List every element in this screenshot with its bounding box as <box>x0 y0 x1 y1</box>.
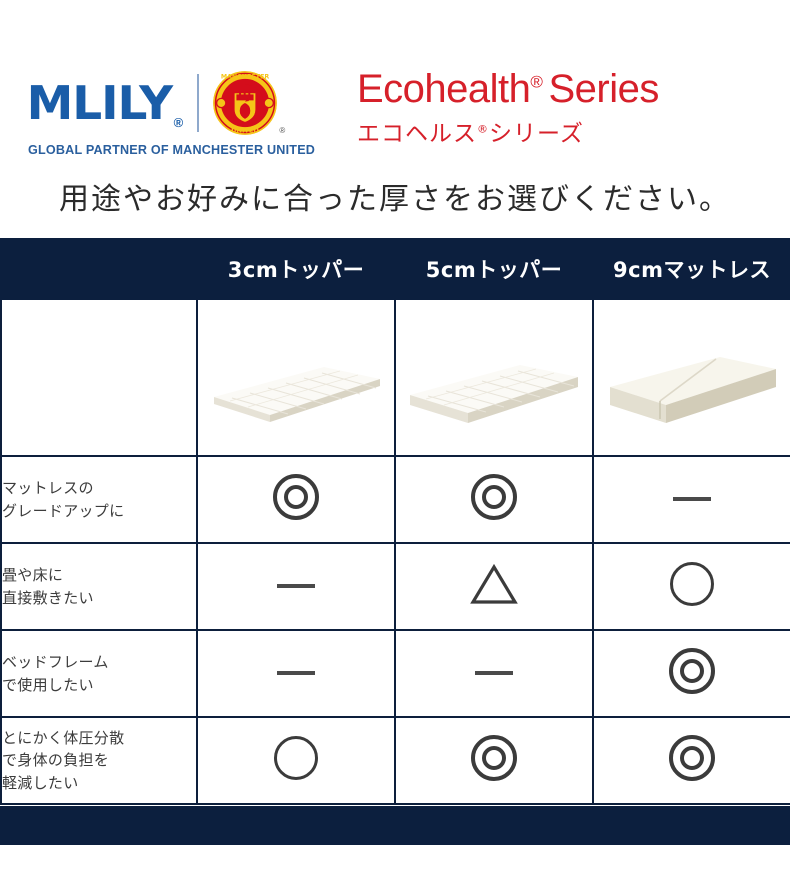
table-row: とにかく体圧分散 で身体の負担を 軽減したい <box>0 716 790 805</box>
column-header-9cm: 9cmマットレス <box>592 238 790 300</box>
double-circle-icon <box>471 474 517 520</box>
row-label-line: ベッドフレーム <box>2 653 109 671</box>
table-header-row: 3cmトッパー 5cmトッパー 9cmマットレス <box>0 238 790 300</box>
row-label-grade-up: マットレスの グレードアップに <box>0 455 198 544</box>
series-word-en: Series <box>548 67 659 111</box>
column-header-3cm: 3cmトッパー <box>196 238 396 300</box>
mlily-logo-block: MLILY ® <box>26 70 306 136</box>
product-image-cell-9cm <box>592 298 790 457</box>
table-row: ベッドフレーム で使用したい <box>0 629 790 718</box>
dash-icon <box>475 671 513 676</box>
double-circle-icon <box>669 735 715 781</box>
mark-cell-r2c1 <box>196 542 396 631</box>
mark-cell-r3c1 <box>196 629 396 718</box>
double-circle-icon <box>273 474 319 520</box>
row-label-line: で使用したい <box>2 675 94 694</box>
row-label-pressure-dispersion: とにかく体圧分散 で身体の負担を 軽減したい <box>0 716 198 805</box>
svg-text:UNITED: UNITED <box>231 127 259 135</box>
mark-cell-r1c3 <box>592 455 790 544</box>
manchester-united-crest-icon: MANCHESTER UNITED ® <box>212 70 285 136</box>
row-label-direct-floor: 畳や床に 直接敷きたい <box>0 542 198 631</box>
mark-cell-r4c2 <box>394 716 594 805</box>
double-circle-icon <box>669 648 715 694</box>
mark-cell-r1c2 <box>394 455 594 544</box>
dash-icon <box>673 497 711 502</box>
row-label-line: 直接敷きたい <box>2 588 94 607</box>
series-name-jp: エコヘルス <box>357 121 477 147</box>
row-label-line: とにかく体圧分散 <box>2 728 125 747</box>
series-word-jp: シリーズ <box>489 121 584 147</box>
series-registered-icon: ® <box>530 72 543 92</box>
circle-icon <box>274 736 318 780</box>
svg-text:MANCHESTER: MANCHESTER <box>221 74 270 81</box>
comparison-table: 3cmトッパー 5cmトッパー 9cmマットレス <box>0 238 790 805</box>
product-image-5cm-topper <box>406 323 582 433</box>
table-corner-cell <box>0 238 198 300</box>
product-image-cell-3cm <box>196 298 396 457</box>
product-image-9cm-mattress <box>604 323 780 433</box>
dash-icon <box>277 671 315 676</box>
row-label-bed-frame: ベッドフレーム で使用したい <box>0 629 198 718</box>
row-label-line: で身体の負担を <box>2 751 110 770</box>
column-header-5cm: 5cmトッパー <box>394 238 594 300</box>
mark-cell-r4c3 <box>592 716 790 805</box>
product-image-row-label-cell <box>0 298 198 457</box>
row-label-line: マットレスの <box>2 479 94 497</box>
series-title-japanese: エコヘルス®シリーズ <box>357 114 659 148</box>
mark-cell-r2c2 <box>394 542 594 631</box>
row-label-line: グレードアップに <box>2 501 125 520</box>
mark-cell-r2c3 <box>592 542 790 631</box>
mlily-wordmark: MLILY <box>26 76 174 130</box>
triangle-icon <box>470 563 518 605</box>
product-image-row <box>0 298 790 457</box>
double-circle-icon <box>471 735 517 781</box>
footer-bar <box>0 806 790 845</box>
mlily-logo-row: MLILY ® <box>26 70 306 136</box>
row-label-line: 畳や床に <box>2 566 64 584</box>
row-label-line: 軽減したい <box>2 773 79 792</box>
page-headline: 用途やお好みに合った厚さをお選びください。 <box>59 182 731 217</box>
product-image-cell-5cm <box>394 298 594 457</box>
mark-cell-r3c2 <box>394 629 594 718</box>
series-registered-jp-icon: ® <box>477 122 489 136</box>
mark-cell-r3c3 <box>592 629 790 718</box>
product-image-3cm-topper <box>208 323 384 433</box>
registered-mark-icon: ® <box>173 115 184 130</box>
ecohealth-series-title-block: Ecohealth® Series エコヘルス®シリーズ <box>357 68 659 148</box>
table-row: マットレスの グレードアップに <box>0 455 790 544</box>
brand-header: MLILY ® <box>0 0 790 172</box>
dash-icon <box>277 584 315 589</box>
table-row: 畳や床に 直接敷きたい <box>0 542 790 631</box>
mark-cell-r4c1 <box>196 716 396 805</box>
logo-divider <box>197 74 200 132</box>
circle-icon <box>670 562 714 606</box>
series-name-en: Ecohealth <box>357 67 531 111</box>
global-partner-tagline: GLOBAL PARTNER OF MANCHESTER UNITED <box>28 143 316 157</box>
mark-cell-r1c1 <box>196 455 396 544</box>
series-title-english: Ecohealth® Series <box>357 68 659 110</box>
crest-registered-mark-icon: ® <box>279 126 286 135</box>
